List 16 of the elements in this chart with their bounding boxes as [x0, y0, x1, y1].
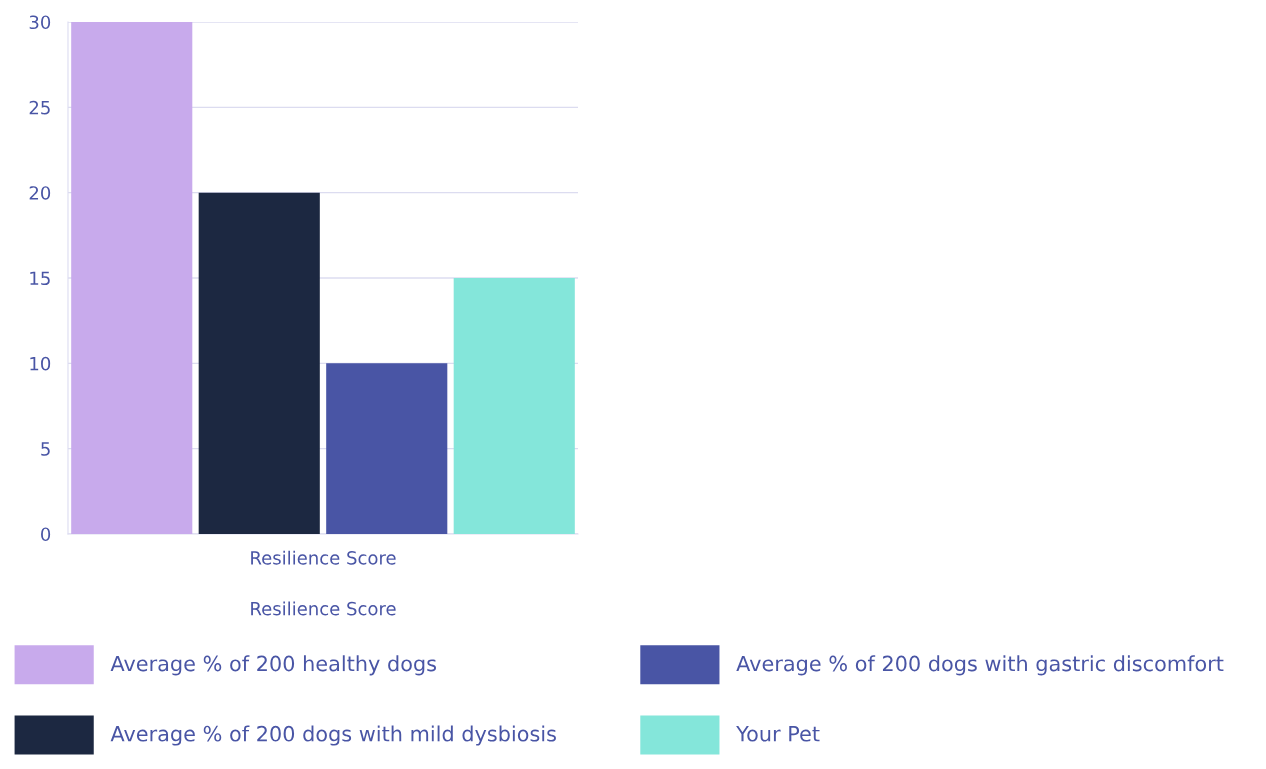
y-tick-label: 25: [29, 100, 50, 115]
bar: [453, 278, 575, 534]
bar: [326, 363, 448, 534]
bar: [71, 22, 193, 534]
legend-label: Your Pet: [736, 726, 820, 742]
y-tick-label: 10: [30, 356, 51, 371]
y-tick-label: 5: [41, 442, 50, 456]
x-axis-title: Resilience Score: [251, 601, 396, 616]
y-tick-label: 0: [41, 527, 51, 542]
legend-label: Average % of 200 healthy dogs: [110, 655, 437, 676]
y-tick-label: 20: [29, 186, 51, 200]
y-tick-label: 15: [30, 271, 50, 286]
legend-label: Average % of 200 dogs with gastric discomfort: [736, 655, 1224, 676]
bar: [198, 192, 320, 534]
legend-label: Average % of 200 dogs with mild dysbiosis: [110, 725, 556, 746]
y-tick-label: 30: [29, 15, 51, 30]
